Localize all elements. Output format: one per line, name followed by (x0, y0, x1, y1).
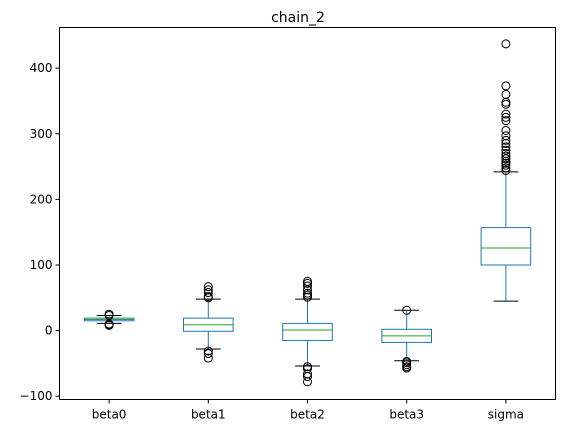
outlier-point (203, 288, 213, 298)
box-beta2 (282, 276, 333, 387)
y-axis: −100 0 100 200 300 400 (20, 61, 60, 403)
axes-frame (59, 27, 556, 400)
outlier-point (203, 353, 213, 363)
y-tick-label: 100 (30, 258, 53, 272)
outlier-point (303, 285, 312, 295)
box-beta3 (381, 305, 432, 373)
outlier-point (203, 349, 213, 359)
outlier-point (303, 288, 312, 298)
x-tick-label: beta0 (92, 408, 127, 422)
outlier-point (501, 116, 511, 126)
outlier-point (501, 126, 511, 136)
chart-title: chain_2 (271, 10, 325, 26)
box-sigma (480, 39, 532, 302)
box-beta0 (83, 309, 135, 330)
outlier-point (501, 148, 511, 158)
outlier-point (203, 282, 213, 292)
outlier-point (501, 89, 511, 99)
x-axis: beta0 beta1 beta2 beta3 sigma (92, 399, 524, 422)
outlier-point (501, 109, 511, 119)
y-tick-label: −100 (20, 389, 53, 403)
y-tick-label: 0 (45, 324, 53, 338)
plot-area (83, 39, 532, 387)
outlier-point (501, 163, 511, 173)
iqr-box (282, 322, 333, 341)
outlier-point (501, 81, 511, 91)
outlier-point (104, 309, 114, 319)
y-tick-label: 300 (30, 127, 53, 141)
outlier-point (303, 281, 312, 291)
outlier-point (203, 346, 213, 356)
outlier-point (501, 151, 511, 161)
outlier-point (402, 356, 412, 366)
x-tick-label: sigma (488, 408, 524, 422)
outlier-point (303, 369, 312, 379)
iqr-box (480, 227, 532, 266)
y-tick-label: 200 (30, 192, 53, 206)
box-beta1 (183, 282, 234, 363)
outlier-point (402, 305, 412, 315)
outlier-point (501, 166, 511, 176)
outlier-point (501, 135, 511, 145)
outlier-point (501, 142, 511, 152)
outlier-point (501, 145, 511, 155)
outlier-point (104, 319, 114, 329)
x-tick-label: beta3 (389, 408, 424, 422)
outlier-point (501, 154, 511, 164)
y-tick-label: 400 (30, 61, 53, 75)
outlier-point (501, 131, 511, 141)
outlier-point (501, 112, 511, 122)
x-tick-label: beta1 (191, 408, 226, 422)
x-tick-label: beta2 (290, 408, 325, 422)
outlier-point (203, 285, 213, 295)
outlier-point (501, 39, 511, 49)
outlier-point (303, 276, 312, 286)
outlier-point (303, 362, 312, 372)
outlier-point (203, 291, 213, 301)
